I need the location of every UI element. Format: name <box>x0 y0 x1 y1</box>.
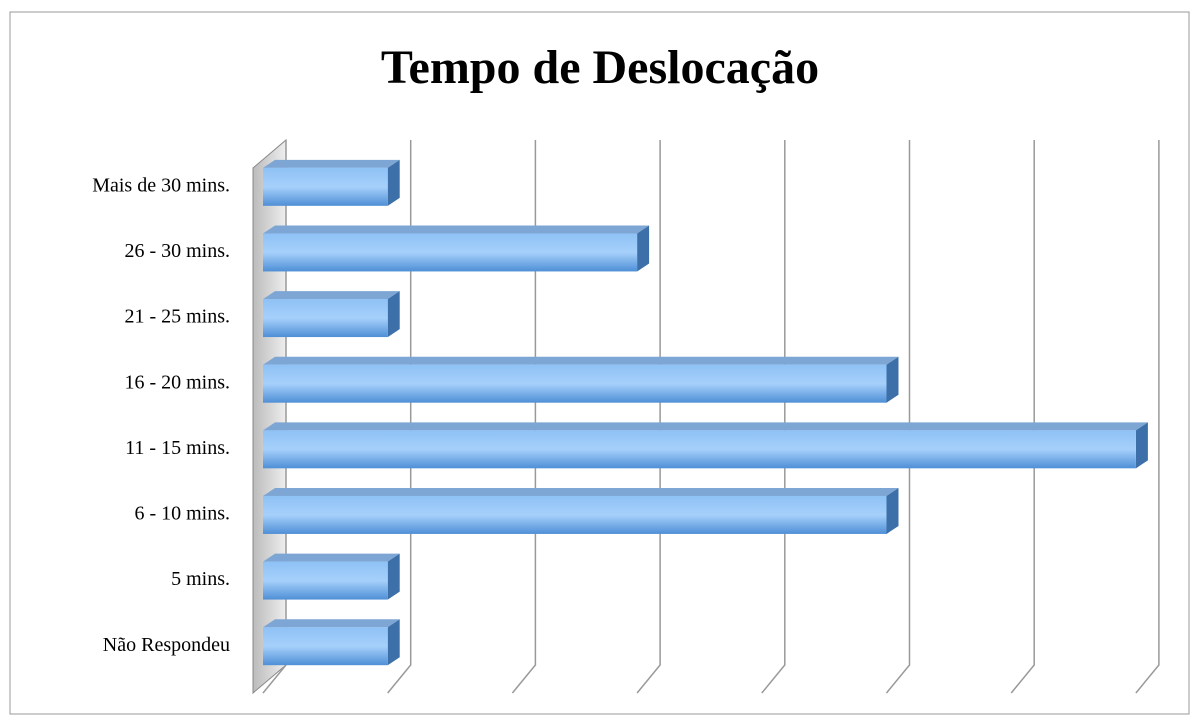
y-tick-label: 5 mins. <box>171 568 230 590</box>
y-tick-label: 6 - 10 mins. <box>134 503 230 525</box>
bar <box>263 553 400 600</box>
y-tick-label: Não Respondeu <box>103 634 230 656</box>
y-tick-label: 21 - 25 mins. <box>124 306 230 328</box>
y-tick-label: Mais de 30 mins. <box>92 174 230 196</box>
grid-line <box>1135 140 1160 694</box>
y-tick-label: 16 - 20 mins. <box>124 371 230 393</box>
bar <box>263 225 650 272</box>
bar <box>263 487 899 534</box>
grid-line <box>387 140 412 694</box>
grid-line <box>1010 140 1035 694</box>
y-tick-label: 26 - 30 mins. <box>124 240 230 262</box>
bar <box>263 291 400 338</box>
grid-line <box>885 140 911 694</box>
chart-title: Tempo de Deslocação <box>381 41 819 94</box>
bar <box>263 159 400 206</box>
bar <box>263 356 899 403</box>
grid-line <box>511 140 537 694</box>
bar <box>263 422 1148 469</box>
bar <box>263 619 400 666</box>
grid-line <box>761 140 786 694</box>
y-tick-label: 11 - 15 mins. <box>125 437 230 459</box>
side-wall <box>252 138 287 695</box>
grid-line <box>636 140 661 694</box>
